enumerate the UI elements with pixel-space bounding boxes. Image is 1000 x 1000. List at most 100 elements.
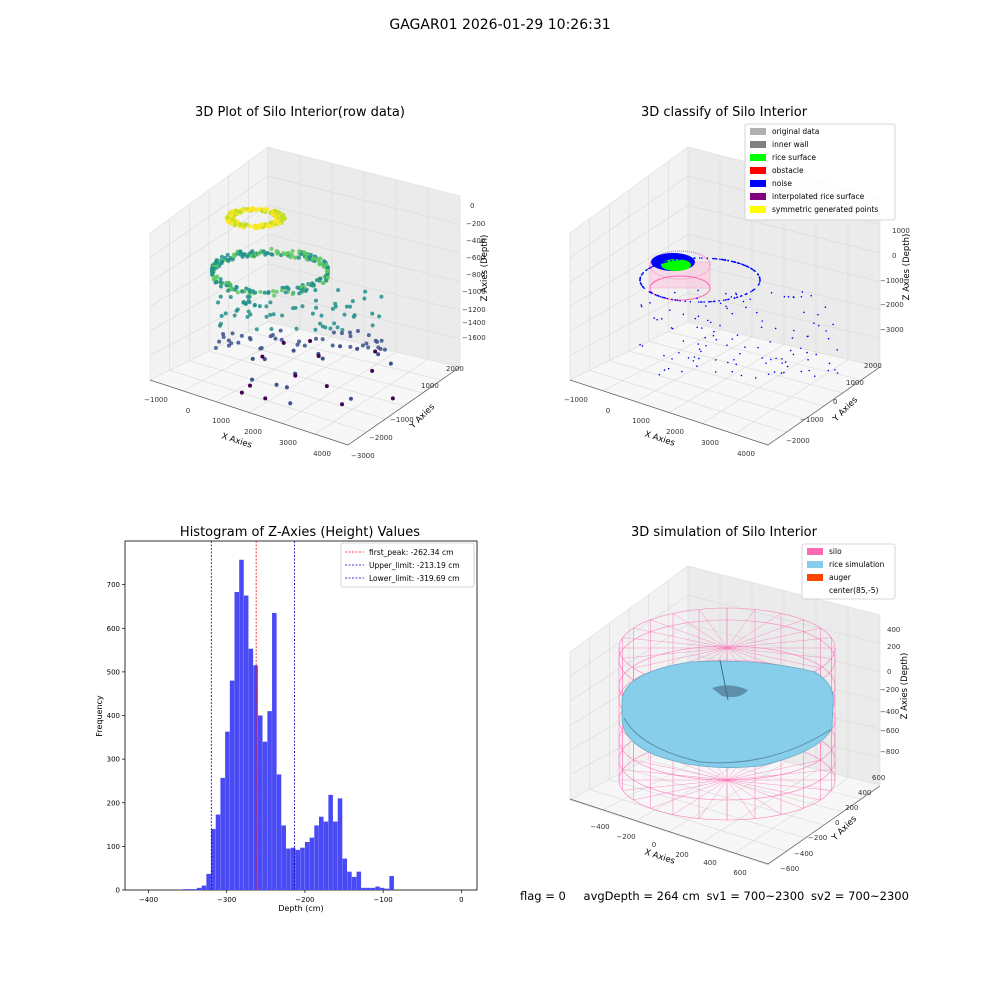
xtick: 0	[606, 407, 610, 415]
data-point	[313, 298, 318, 303]
histogram-bar	[234, 592, 240, 890]
data-point	[313, 327, 318, 332]
data-point	[313, 256, 318, 261]
legend-swatch	[807, 561, 823, 568]
data-point	[213, 261, 218, 266]
silo-spoke	[622, 779, 728, 791]
panel-simulation-3d: 3D simulation of Silo Interior −400 −200…	[569, 525, 910, 877]
data-point	[279, 288, 284, 293]
ytick: 1000	[421, 382, 439, 390]
noise-point	[670, 259, 672, 262]
noise-point	[749, 267, 752, 270]
data-point	[226, 288, 231, 293]
noise-point	[713, 300, 716, 303]
ztick: 0	[470, 202, 474, 210]
silo-spoke	[726, 637, 832, 649]
data-point	[228, 221, 234, 226]
silo-spoke	[726, 647, 821, 669]
panel-raw-3d-yticks: 2000 1000 −1000 −2000 −3000	[351, 365, 464, 460]
xtick: 600	[733, 869, 746, 877]
noise-point	[736, 262, 739, 264]
noise-point	[712, 257, 714, 260]
histogram-bar	[295, 849, 301, 890]
noise-point	[824, 306, 827, 309]
noise-point	[715, 338, 718, 341]
data-point	[271, 289, 276, 294]
status-sv1: sv1 = 700~2300	[706, 889, 805, 903]
noise-point	[704, 336, 706, 339]
data-point	[276, 210, 282, 215]
data-point	[273, 208, 278, 213]
noise-point	[791, 337, 794, 339]
data-point	[281, 340, 286, 345]
histogram-bar	[192, 889, 197, 890]
noise-point	[741, 263, 744, 266]
noise-point	[684, 300, 687, 303]
noise-point	[684, 257, 687, 260]
data-point	[276, 250, 281, 255]
legend-swatch	[750, 128, 766, 135]
data-point	[219, 259, 224, 264]
noise-point	[707, 319, 709, 322]
legend-label: interpolated rice surface	[772, 192, 865, 201]
noise-point	[671, 298, 673, 301]
data-point	[212, 275, 217, 280]
histogram-bar	[262, 741, 268, 890]
data-point	[299, 251, 304, 256]
noise-point	[744, 264, 746, 267]
noise-point	[706, 257, 709, 259]
ztick: −2000	[880, 301, 904, 309]
histogram-bar	[267, 711, 272, 890]
noise-point	[656, 294, 659, 297]
data-point	[225, 252, 230, 257]
histogram-bar	[389, 876, 394, 890]
data-point	[262, 207, 268, 212]
data-point	[370, 368, 375, 373]
noise-point	[713, 257, 715, 260]
ytick: 2000	[446, 365, 464, 373]
legend-label: original data	[772, 127, 819, 136]
ztick: −800	[880, 748, 899, 756]
ztick: −600	[466, 254, 485, 262]
data-point	[268, 334, 273, 339]
panel-classify-3d-points	[639, 250, 839, 379]
data-point	[218, 280, 223, 285]
ytick: −3000	[351, 452, 375, 460]
data-point	[245, 254, 250, 259]
data-point	[267, 223, 273, 229]
data-point	[351, 314, 356, 319]
data-point	[376, 345, 381, 350]
legend-swatch	[807, 548, 823, 555]
data-point	[299, 284, 304, 289]
data-point	[230, 331, 235, 336]
data-point	[218, 294, 223, 299]
data-point	[348, 396, 353, 401]
data-point	[376, 352, 381, 357]
legend-swatch	[807, 574, 823, 581]
noise-point	[640, 273, 643, 276]
data-point	[262, 357, 267, 362]
noise-point	[642, 286, 644, 288]
histogram-bar	[201, 885, 207, 890]
noise-point	[752, 289, 755, 291]
panel-raw-3d-xticks: −1000 0 1000 2000 3000 4000	[144, 396, 331, 458]
data-point	[363, 289, 368, 294]
noise-point	[649, 267, 651, 269]
data-point	[325, 265, 330, 270]
panel-histogram: Histogram of Z-Axies (Height) Values −40…	[95, 525, 478, 913]
data-point	[268, 300, 273, 305]
ytick: 200	[845, 804, 858, 812]
data-point	[320, 337, 325, 342]
data-point	[373, 349, 378, 354]
noise-point	[666, 260, 669, 263]
noise-point	[681, 370, 683, 373]
ztick: 0	[892, 252, 896, 260]
noise-point	[735, 292, 737, 295]
data-point	[258, 289, 263, 294]
histogram-bar	[206, 873, 211, 890]
noise-point	[693, 356, 696, 358]
data-point	[338, 344, 343, 349]
histogram-bar	[361, 887, 366, 890]
data-point	[226, 343, 231, 348]
